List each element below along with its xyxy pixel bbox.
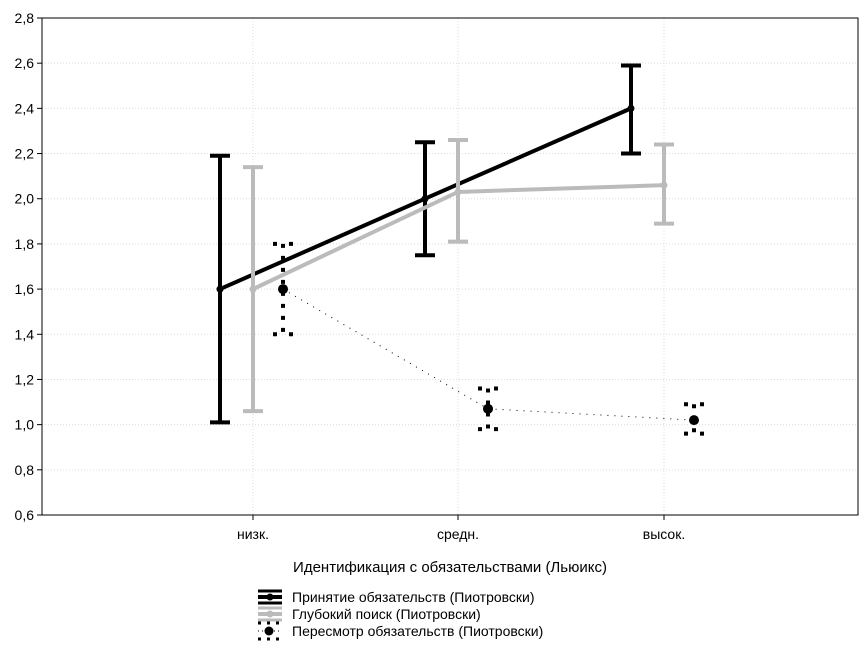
x-tick-label: высок. (643, 526, 685, 542)
error-bar (273, 241, 293, 337)
legend-swatch (258, 621, 280, 641)
data-point (216, 285, 224, 293)
legend-item: Принятие обязательств (Пиотровски) (258, 589, 535, 605)
data-point (660, 181, 668, 189)
legend-label: Принятие обязательств (Пиотровски) (292, 589, 535, 605)
legend-swatch (258, 589, 282, 605)
error-bar (478, 386, 498, 432)
series-layer (210, 63, 704, 436)
y-tick-label: 0,6 (15, 507, 35, 523)
legend-swatch (258, 606, 282, 622)
y-tick-label: 1,2 (15, 371, 35, 387)
series-1 (210, 63, 641, 425)
data-point (627, 104, 635, 112)
x-axis: низк. средн. высок. (237, 515, 685, 542)
data-point (483, 403, 493, 414)
x-tick-label: средн. (437, 526, 479, 542)
y-tick-label: 2,6 (15, 55, 35, 71)
legend-item: Глубокий поиск (Пиотровски) (258, 606, 481, 622)
y-tick-label: 1,4 (15, 326, 35, 342)
y-tick-label: 1,6 (15, 281, 35, 297)
y-tick-label: 2,8 (15, 10, 35, 26)
data-point (689, 415, 699, 426)
series-3 (273, 241, 704, 436)
y-tick-label: 2,4 (15, 100, 35, 116)
plot-area-frame (41, 17, 859, 516)
y-tick-label: 0,8 (15, 462, 35, 478)
series-line (282, 288, 695, 421)
data-point (278, 284, 288, 295)
y-axis: 0,6 0,8 1,0 1,2 1,4 1,6 1,8 2,0 2,2 2,4 2,6 2,8 (15, 10, 42, 523)
data-point (421, 195, 429, 203)
legend-label: Пересмотр обязательств (Пиотровски) (292, 623, 543, 639)
y-tick-label: 1,0 (15, 417, 35, 433)
x-tick-label: низк. (237, 526, 269, 542)
data-point (249, 285, 257, 293)
y-tick-label: 1,8 (15, 236, 35, 252)
y-tick-label: 2,2 (15, 146, 35, 162)
y-tick-label: 2,0 (15, 191, 35, 207)
series-2 (243, 137, 674, 414)
legend-label: Глубокий поиск (Пиотровски) (292, 606, 481, 622)
data-point (454, 188, 462, 196)
legend-item: Пересмотр обязательств (Пиотровски) (258, 621, 543, 641)
legend: Принятие обязательств (Пиотровски)Глубок… (258, 589, 543, 641)
x-axis-title: Идентификация с обязательствами (Льюикс) (293, 559, 607, 576)
grid (42, 18, 858, 515)
